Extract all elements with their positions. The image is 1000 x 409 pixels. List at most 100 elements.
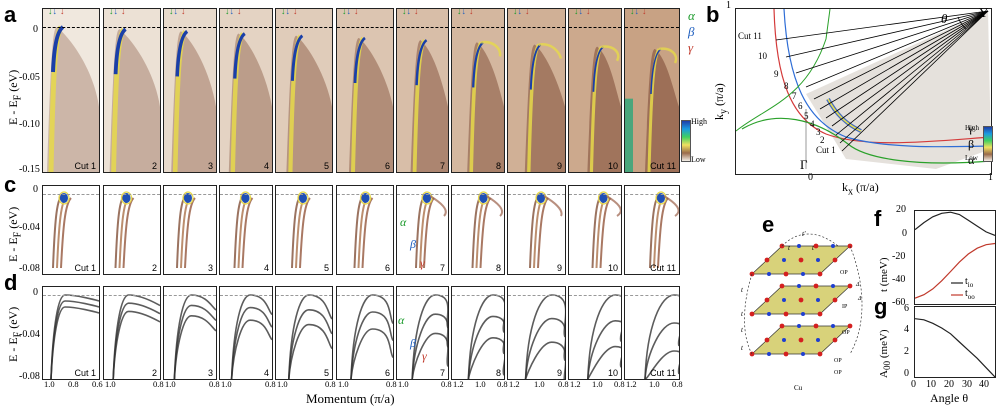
row-d-xtick: 1.0: [592, 379, 603, 389]
fermi-level-line: [220, 194, 272, 195]
hop-label: OP: [840, 270, 848, 276]
arpes-panel: Cut 1: [42, 8, 100, 173]
cu-atom: [832, 337, 838, 343]
cu-atom: [783, 271, 789, 277]
hop-label: Cu: [794, 384, 803, 392]
band-label-gamma: γ: [420, 256, 425, 270]
arrow-green-icon: ↓: [630, 6, 635, 16]
panel-b-cut: 4: [810, 119, 815, 129]
ylabel-sub: 00: [882, 360, 893, 371]
arrow-green-icon: ↓: [281, 6, 286, 16]
cu-atom: [817, 311, 823, 317]
cu-atom: [817, 271, 823, 277]
arrow-red-icon: ↓: [293, 6, 298, 16]
hop-label: Δ: [856, 282, 860, 288]
arrow-red-icon: ↓: [586, 6, 591, 16]
panel-b-cut: 3: [816, 127, 821, 137]
colorbar-a: [681, 120, 691, 162]
arpes-panel: 7: [396, 8, 449, 173]
lattice-diagram: [744, 233, 863, 357]
panel-b-cut: 8: [784, 81, 789, 91]
panel-g-ylabel: A00 (meV): [878, 329, 892, 378]
row-a-ytick: -0.15: [19, 164, 40, 175]
fermi-level-line: [452, 27, 504, 28]
series-a00: [915, 318, 995, 377]
simulation-panel: 7: [396, 286, 449, 380]
panel-b-cut: 2: [820, 135, 825, 145]
panel-g-plot: [914, 306, 996, 378]
curvature-panel: Cut 11: [624, 185, 680, 275]
legend-sub: oo: [967, 293, 975, 301]
a00-chart: [915, 318, 995, 377]
ylabel-sub: y: [718, 109, 730, 114]
fermi-level-line: [569, 27, 621, 28]
hop-label: Δ: [858, 296, 862, 302]
hop-label: t: [788, 244, 790, 252]
arrow-blue-icon: ↓: [461, 6, 467, 16]
fermi-level-line: [43, 194, 99, 195]
arpes-panel: 5: [275, 8, 333, 173]
band-label-beta: β: [410, 237, 416, 251]
o-atom: [816, 338, 820, 342]
arpes-panel: 6: [336, 8, 394, 173]
band-arrows: ↓↓ ↓: [342, 6, 388, 20]
panel-b-cut: 7: [792, 91, 797, 101]
hopping-chart: [915, 211, 995, 299]
row-c-ytick: -0.04: [19, 222, 40, 233]
simulation-panel: 10: [568, 286, 622, 380]
band-arrows: ↓↓ ↓: [457, 6, 499, 20]
cut-label: Cut 11: [650, 161, 676, 171]
arrow-red-icon: ↓: [121, 6, 126, 16]
fermi-level-line: [508, 295, 565, 296]
cut-label: 8: [495, 161, 501, 171]
cut-label: 5: [323, 263, 329, 273]
panel-b-corner-y: Y: [979, 5, 989, 20]
arrow-red-icon: ↓: [181, 6, 186, 16]
panel-b-xlabel: kx (π/a): [842, 180, 879, 197]
cu-atom: [847, 283, 853, 289]
arrow-green-icon: ↓: [574, 6, 579, 16]
band-label-alpha: α: [400, 215, 407, 229]
cu-atom: [764, 337, 770, 343]
panel-b-cut: Cut 11: [738, 31, 762, 41]
fermi-level-line: [104, 27, 160, 28]
xlabel-text: k: [842, 180, 848, 194]
row-d-xtick: 0.8: [68, 379, 79, 389]
row-d-xtick: 0.8: [614, 379, 625, 389]
panel-g-ytick: 4: [904, 324, 909, 335]
panel-f-ytick: -20: [892, 251, 906, 262]
hop-label: IP: [842, 304, 848, 310]
cut-label: 2: [151, 368, 157, 378]
panel-f-ytick: 20: [896, 204, 906, 215]
row-d-xtick: 1.2: [570, 379, 581, 389]
panel-label-a: a: [4, 2, 17, 27]
cu-atom: [798, 297, 804, 303]
arrow-green-icon: ↓: [342, 6, 347, 16]
row-d-xtick: 0.8: [386, 379, 397, 389]
arrow-green-icon: ↓: [109, 6, 114, 16]
simulation-panel: 3: [163, 286, 217, 380]
cut-label: 2: [151, 263, 157, 273]
row-d-ytick: -0.08: [19, 371, 40, 382]
row-d-ytick: 0: [33, 287, 38, 298]
row-d-xtick: 0.6: [92, 379, 103, 389]
row-d-xtick: 1.0: [338, 379, 349, 389]
cut-label: 10: [607, 161, 618, 171]
row-d-xlabel: Momentum (π/a): [306, 391, 395, 406]
simulation-panel: 6: [336, 286, 394, 380]
o-atom: [797, 284, 801, 288]
panel-b-ytick: 0: [808, 172, 813, 183]
panel-g-xlabel: Angle θ: [930, 391, 969, 405]
colorbar-b-low: Low: [965, 154, 978, 162]
cut-label: 8: [495, 263, 501, 273]
cu-atom: [798, 337, 804, 343]
cut-label: 8: [495, 368, 501, 378]
arpes-panel: 4: [219, 8, 273, 173]
fermi-level-line: [508, 27, 565, 28]
panel-f-ylabel: t (meV): [878, 257, 890, 292]
row-d-xtick: 0.8: [325, 379, 336, 389]
arrow-blue-icon: ↓: [517, 6, 523, 16]
curvature-panel: 7: [396, 185, 449, 275]
series-t-oo: [915, 242, 995, 299]
arrow-red-icon: ↓: [469, 6, 474, 16]
